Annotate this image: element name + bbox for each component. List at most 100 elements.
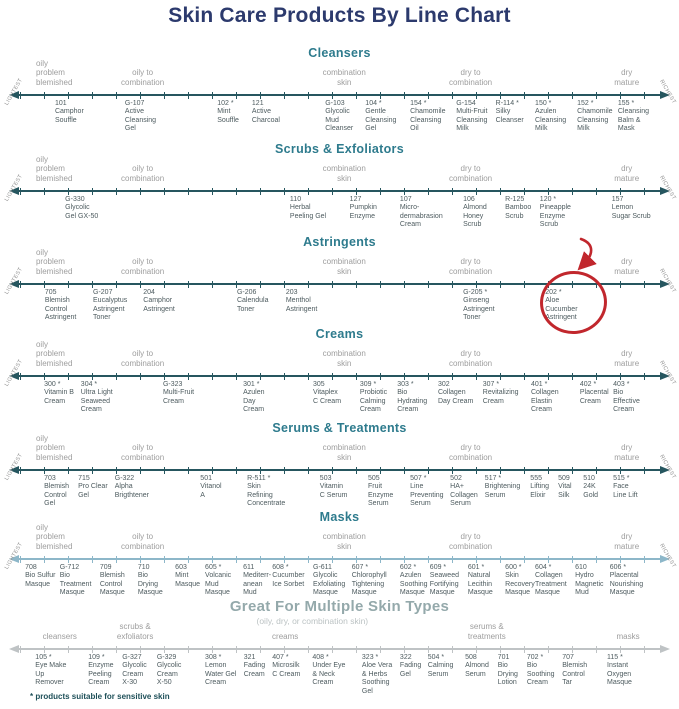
product-item: 155 * Cleansing Balm & Mask [618,100,649,134]
product-name: Mediterr- anean Mud [243,572,272,597]
product-code: 510 [583,475,595,482]
axis-ticks [15,280,664,288]
page-title: Skin Care Products By Line Chart [168,4,511,27]
product-name: Active Charcoal [251,108,280,124]
skin-type-label: combination skin [322,68,366,87]
product-code: 155 * [617,100,635,107]
products-row: 703 Blemish Control Gel 715 Pro Clear Gel G-… [0,475,679,508]
product-code: G-154 [456,100,476,107]
product-item: 203 Menthol Astringent [286,289,318,314]
product-item: 503 Vitamin C Serum [320,475,348,500]
product-code: G-327 [122,654,142,661]
product-name: Gentle Cleansing Gel [365,108,397,133]
product-name: Chamomile Cleansing Milk [577,108,613,133]
product-item: 505 Fruit Enzyme Serum [368,475,393,509]
product-name: Alpha Brigthtener [114,483,149,499]
product-item: G-207 Eucalyptus Astringent Toner [93,289,127,323]
product-code: 605 * [205,564,222,571]
skin-type-label: dry mature [614,443,640,462]
product-item: R-114 * Silky Cleanser [496,100,524,125]
product-item: 152 * Chamomile Cleansing Milk [577,100,612,134]
product-name: Bio Sulfur Masque [25,572,56,588]
highlight-arrow-icon [577,237,597,271]
product-code: 106 [463,196,475,203]
product-name: Eucalyptus Astringent Toner [93,297,128,322]
product-item: 611 Mediterr- anean Mud [243,564,271,598]
product-item: 708 Bio Sulfur Masque [25,564,55,589]
product-name: Placental Nourishing Masque [609,572,644,597]
product-item: 605 * Volcanic Mud Masque [205,564,231,598]
product-name: Skin Refining Concentrate [247,483,286,508]
product-code: 608 * [272,564,289,571]
section-cleansers: Cleansers oily problem blemished oily to c… [0,44,679,140]
product-code: G-207 [93,289,113,296]
axis-ticks [15,91,664,99]
product-name: Mint Masque [175,572,201,588]
product-code: G-323 [162,381,183,388]
skin-type-label: oily problem blemished [35,58,73,87]
product-code: 701 [497,654,510,661]
product-item: 115 * Instant Oxygen Masque [607,654,632,688]
axis-line [9,372,670,380]
product-code: 307 * [482,381,500,388]
product-name: Blemish Control Astringent [44,297,77,322]
skin-type-label: dry to combination [448,443,493,462]
product-name: Hydro Magnetic Mud [575,572,604,597]
product-item: 154 * Chamomile Cleansing Oil [410,100,445,134]
skin-type-label: oily to combination [121,257,165,276]
axis-arrow-right-icon [660,91,670,99]
product-name: Glycolic Exfoliating Masque [313,572,346,597]
skin-type-labels: oily problem blemished oily to combinatio… [0,325,679,370]
skin-type-label: oily to combination [121,349,165,368]
product-item: 507 * Line Preventing Serum [410,475,443,509]
skin-type-labels: oily problem blemished oily to combinatio… [0,140,679,185]
products-row: 105 * Eye Make Up Remover 109 * Enzyme Peel… [0,654,679,702]
product-item: 307 * Revitalizing Cream [483,381,519,406]
axis-arrow-left-icon [9,466,19,474]
product-name: Silky Cleanser [495,108,524,124]
product-name: Cleansing Balm & Mask [617,108,650,133]
product-code: 610 [575,564,587,571]
product-code: G-206 [236,289,257,296]
product-code: 105 * [35,654,52,661]
product-name: Probiotic Calming Cream [359,389,388,414]
product-name: Brightening Serum [484,483,521,499]
product-item: 707 Blemish Control Tar [562,654,587,688]
skin-type-label: serums & treatments [467,622,506,641]
footnote: * products suitable for sensitive skin [30,692,170,701]
product-name: Vitaplex C Cream [313,389,342,405]
product-name: Fading Cream [243,662,266,678]
product-code: 110 [289,196,302,203]
product-name: Pineapple Enzyme Scrub [539,204,571,229]
skin-type-label: dry mature [614,532,640,551]
products-row: 101 Camphor Souffle G-107 Active Cleansing … [0,100,679,140]
product-item: 709 Blemish Control Masque [100,564,125,598]
product-code: 609 * [429,564,447,571]
axis-arrow-right-icon [660,645,670,653]
product-item: 302 Collagen Day Cream [438,381,473,406]
skin-type-label: dry mature [614,349,640,368]
skin-type-label: oily to combination [121,68,165,87]
product-item: 601 * Natural Lecithin Masque [468,564,493,598]
product-item: 323 * Aloe Vera & Herbs Soothing Gel [362,654,392,696]
product-item: G-611 Glycolic Exfoliating Masque [313,564,345,598]
axis-line [9,91,670,99]
axis-arrow-left-icon [9,187,19,195]
product-item: 710 Bio Drying Masque [138,564,163,598]
product-name: Aloe Cucumber Astringent [545,297,578,322]
product-item: 508 Almond Serum [465,654,489,679]
product-name: Herbal Peeling Gel [289,204,327,220]
skin-type-label: oily problem blemished [35,339,73,368]
product-item: 501 Vitanol A [200,475,221,500]
axis-line [9,187,670,195]
product-item: 157 Lemon Sugar Scrub [612,196,651,221]
section-heading: Creams [315,327,364,341]
product-name: Microsilk C Cream [272,662,301,678]
skin-type-label: masks [616,631,640,641]
skin-type-label: combination skin [322,257,366,276]
product-item: 610 Hydro Magnetic Mud [575,564,603,598]
product-name: Face Line Lift [613,483,638,499]
product-code: 154 * [410,100,427,107]
product-item: 107 Micro- dermabrasion Cream [400,196,443,230]
